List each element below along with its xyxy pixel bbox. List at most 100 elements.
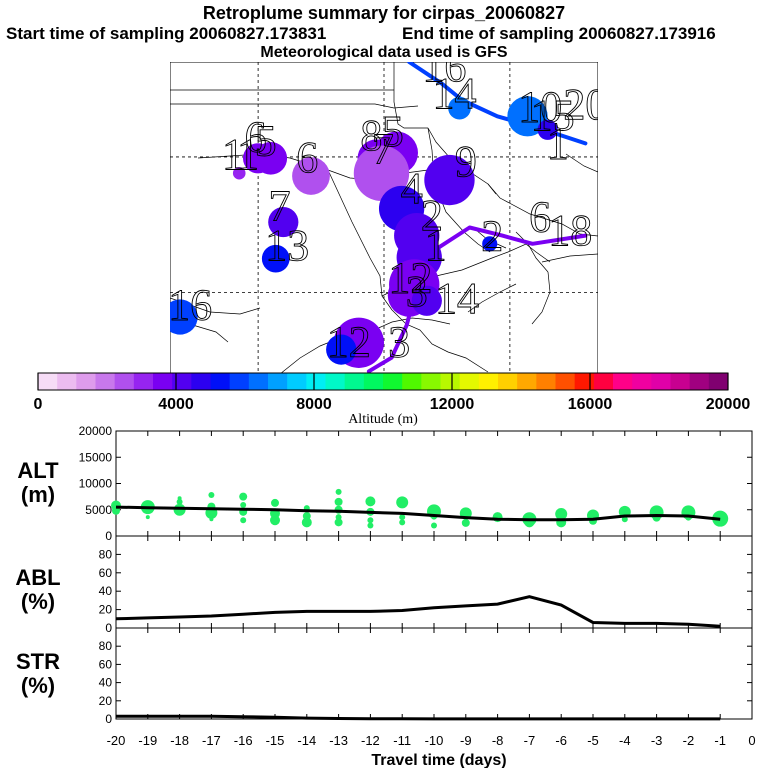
- abl-label-line2: (%): [21, 589, 55, 614]
- map-time-label: 8: [360, 111, 382, 160]
- y-tick-label: 60: [99, 566, 113, 580]
- x-tick-label: -12: [361, 733, 380, 748]
- y-tick-label: 80: [99, 639, 113, 653]
- colorbar-cells: [38, 373, 729, 390]
- str-line: [116, 714, 721, 721]
- x-tick-label: -6: [555, 733, 567, 748]
- plume-blob: [507, 96, 548, 137]
- x-tick-label: -15: [266, 733, 285, 748]
- panel-abl: ABL (%) 80 60 40 20 0: [15, 535, 753, 635]
- str-label-line2: (%): [21, 673, 55, 698]
- plot-frame: [115, 627, 753, 720]
- plume-blob: [292, 157, 330, 195]
- colorbar-tick-label: 16000: [568, 396, 613, 413]
- colorbar-tick-label: 0: [34, 396, 43, 413]
- start-time-label: Start time of sampling 20060827.173831: [6, 24, 327, 43]
- altitude-point: [270, 515, 280, 526]
- colorbar-cell: [268, 373, 288, 390]
- colorbar-label: Altitude (m): [348, 412, 418, 426]
- plume-blob-layer: [170, 96, 558, 368]
- map-time-label: 20: [563, 80, 598, 129]
- x-tick-label: -1: [714, 733, 726, 748]
- y-tick-label: 40: [99, 584, 113, 598]
- colorbar-cell: [708, 373, 729, 390]
- plume-blob: [254, 141, 288, 175]
- y-tick-label: 5000: [85, 503, 112, 517]
- plume-blob: [424, 154, 475, 206]
- colorbar-cell: [651, 373, 671, 390]
- map-time-label: 2: [421, 191, 443, 240]
- end-time-label: End time of sampling 20060827.173916: [402, 24, 716, 43]
- colorbar-cell: [632, 373, 652, 390]
- colorbar-cell: [555, 373, 576, 390]
- colorbar-cell: [172, 373, 192, 390]
- colorbar-cell: [478, 373, 499, 390]
- x-tick-label: -4: [619, 733, 631, 748]
- y-tick-label: 20: [99, 694, 113, 708]
- map-time-label: 1: [237, 130, 259, 179]
- map-time-label: 1: [547, 119, 569, 168]
- y-tick-label: 0: [105, 621, 112, 635]
- colorbar-cell: [114, 373, 135, 390]
- plume-blob: [261, 244, 290, 273]
- x-tick-label: -2: [683, 733, 695, 748]
- x-axis-title: Travel time (days): [371, 752, 506, 768]
- colorbar-cell: [248, 373, 269, 390]
- map-time-label: 3: [406, 267, 428, 316]
- map-time-label: 1: [222, 130, 244, 179]
- colorbar-cell: [191, 373, 211, 390]
- map-time-label: 1: [425, 221, 447, 270]
- plume-blob: [537, 119, 558, 140]
- altitude-point: [145, 515, 150, 520]
- map-time-label: 7: [269, 182, 291, 231]
- x-tick-label: -14: [297, 733, 316, 748]
- colorbar-cell: [574, 373, 595, 390]
- abl-line: [115, 595, 721, 628]
- altitude-point: [555, 507, 568, 520]
- map-time-label: 15: [531, 91, 575, 140]
- plot-frame: [115, 535, 753, 629]
- plume-blob: [482, 236, 498, 252]
- altitude-point: [112, 506, 120, 515]
- colorbar-cell: [689, 373, 710, 390]
- map-time-label: 2: [481, 212, 503, 261]
- altitude-point: [365, 496, 376, 507]
- map-time-label: 14: [435, 274, 479, 323]
- x-tick-label: -18: [170, 733, 189, 748]
- colorbar-cell: [287, 373, 307, 390]
- colorbar-cell: [325, 373, 346, 390]
- y-tick-label: 10000: [79, 477, 113, 491]
- colorbar-cell: [459, 373, 480, 390]
- altitude-point: [367, 517, 374, 524]
- alt-plot: 20000 15000 10000 5000 0: [79, 424, 753, 543]
- altitude-point: [301, 517, 312, 528]
- colorbar-tick-label: 8000: [296, 396, 332, 413]
- altitude-point: [271, 498, 279, 507]
- colorbar-cell: [306, 373, 326, 390]
- colorbar-cell: [498, 373, 518, 390]
- altitude-point: [177, 496, 182, 501]
- map-time-label: 16: [422, 62, 466, 91]
- x-tick-label: -5: [587, 733, 599, 748]
- colorbar-cell: [133, 373, 154, 390]
- x-tick-label: -3: [651, 733, 663, 748]
- y-tick-label: 40: [99, 676, 113, 690]
- map-time-label: 6: [245, 113, 267, 162]
- y-tick-label: 60: [99, 657, 113, 671]
- plume-blob: [232, 166, 246, 180]
- altitude-point: [240, 517, 247, 524]
- map-time-label: 7: [372, 125, 394, 174]
- panel-alt: ALT (m) 20000 15000 10000 5000 0: [17, 424, 753, 543]
- map-time-label: 9: [455, 137, 477, 186]
- colorbar-cell: [95, 373, 116, 390]
- altitude-point: [399, 519, 406, 526]
- colorbar-tick-label: 20000: [706, 396, 751, 413]
- map-time-label: 14: [432, 69, 476, 118]
- colorbar-ticks: 0 4000 8000 12000 16000 20000: [34, 373, 751, 413]
- colorbar-cell: [363, 373, 384, 390]
- str-label-line1: STR: [16, 649, 60, 674]
- map-time-label: 6: [296, 133, 318, 182]
